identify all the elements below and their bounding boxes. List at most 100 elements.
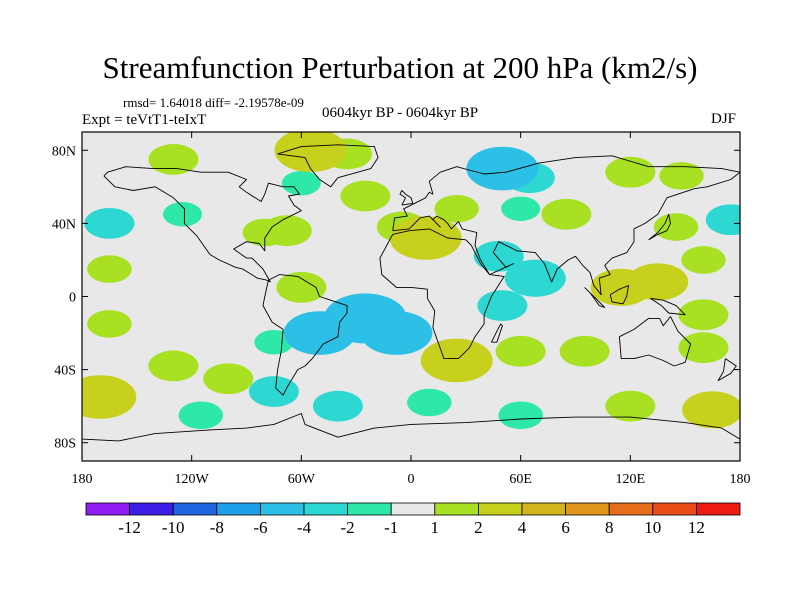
anomaly-region [248,376,299,407]
x-tick-label: 180 [730,472,751,487]
x-tick-label: 60W [288,472,316,487]
anomaly-region [323,293,407,344]
coastlines [82,144,740,442]
x-tick-label: 0 [408,472,415,487]
y-tick-label: 40S [54,364,76,379]
anomaly-region [148,144,199,175]
anomaly-region [627,263,689,301]
colorbar-swatch [172,502,218,516]
coastline-new-guinea [650,297,686,316]
colorbar-label: -4 [297,518,312,537]
coastline-south-america [262,274,348,396]
anomaly-region [434,194,479,223]
anomaly-region [681,246,726,274]
anomaly-region [501,196,541,221]
colorbar-swatch [477,502,523,516]
x-tick-label: 180 [72,472,93,487]
anomaly-region [659,162,704,190]
anomaly-region [495,335,546,367]
period-label: 0604kyr BP - 0604kyr BP [321,105,479,121]
anomaly-region [274,132,347,173]
colorbar-swatch [259,502,305,516]
colorbar-swatch [565,502,610,516]
anomaly-region [87,310,132,338]
colorbar-swatch [608,502,654,516]
colorbar-label: 10 [644,518,661,537]
chart-title: Streamfunction Perturbation at 200 hPa (… [102,50,698,85]
colorbar-swatch [85,502,130,516]
anomaly-region [389,216,462,260]
colorbar-swatch [129,502,174,516]
colorbar-label: 6 [561,518,570,537]
x-tick-label: 120E [616,472,646,487]
coastline-sumatra [584,287,606,308]
anomaly-region [705,204,740,236]
anomaly-region [605,390,656,422]
coastline-madagascar [490,323,503,343]
colorbar-swatch [696,502,741,516]
y-tick-label: 40N [52,217,76,232]
anomaly-region [678,332,729,364]
colorbar-swatch [347,502,392,516]
anomaly-region [653,213,699,241]
coastline-australia [618,316,692,367]
anomaly-region [163,202,203,227]
colorbar-swatch [216,502,261,516]
anomaly-region [203,363,254,395]
coastline-uk [399,190,414,206]
anomaly-region [148,350,199,382]
experiment-label: Expt = teVtT1-teIxT [82,112,207,128]
y-tick-label: 80S [54,437,76,452]
x-tick-label: 120W [175,472,210,487]
colorbar-swatch [303,502,348,516]
colorbar-label: -8 [210,518,224,537]
colorbar-label: -2 [341,518,355,537]
anomaly-region [420,338,493,383]
anomaly-region [498,401,543,430]
coastline-borneo [609,285,629,305]
anomaly-region [682,391,740,429]
anomaly-region [473,240,524,272]
anomaly-region [178,401,224,430]
anomaly-region [312,390,363,422]
coastline-north-america [103,166,302,283]
anomaly-region [466,146,539,191]
anomaly-region [541,198,592,230]
coastline-eurasia [392,155,740,296]
anomaly-region [477,290,528,322]
coastline-new-zealand [717,358,737,382]
colorbar-swatch [521,502,566,516]
colorbar-label: -12 [118,518,141,537]
season-label: DJF [711,111,737,127]
colorbar-label: -10 [162,518,185,537]
coastline-africa [379,228,505,360]
coastline-antarctica [82,413,740,442]
colorbar-label: 4 [518,518,527,537]
anomaly-region [559,335,610,367]
anomaly-region [82,375,137,419]
y-tick-label: 80N [52,144,76,159]
anomaly-region [254,329,294,355]
anomaly-region [276,271,327,303]
colorbar-swatch [652,502,697,516]
map-field [82,132,740,461]
anomaly-region [678,299,729,331]
anomaly-region [407,388,452,417]
colorbar-label: 2 [474,518,483,537]
coastline-greenland [277,144,379,188]
colorbar-label: -1 [384,518,398,537]
anomaly-region [504,259,566,297]
colorbar-label: 8 [605,518,614,537]
coastline-japan [648,213,671,241]
stats-label: rmsd= 1.64018 diff= -2.19578e-09 [123,95,304,110]
anomaly-region [261,215,312,247]
anomaly-region [340,180,391,212]
colorbar: -12 -10 -8 -6 -4 -2 -1 1 2 4 6 8 10 12 [85,502,741,537]
colorbar-label: 1 [431,518,440,537]
anomaly-region [84,207,135,239]
x-tick-label: 60E [509,472,532,487]
colorbar-swatch [434,502,479,516]
axis-ticks: 180 120W 60W 0 60E 120E 180 80N 40N 0 40S 80S [52,132,751,487]
anomaly-region [87,255,132,283]
